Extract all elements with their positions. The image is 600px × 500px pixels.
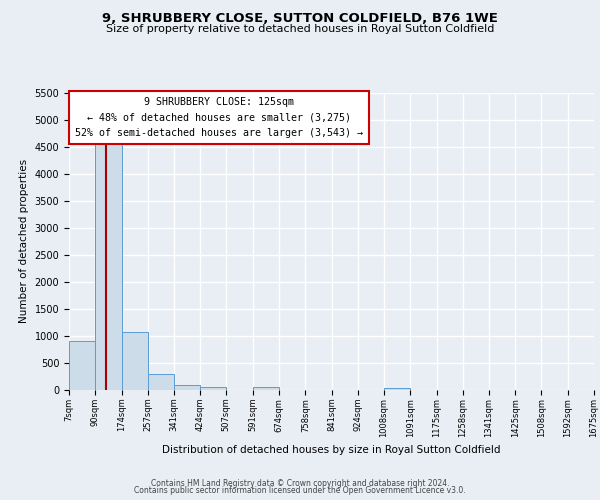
Y-axis label: Number of detached properties: Number of detached properties [19, 159, 29, 324]
Bar [253, 388, 279, 390]
Text: Contains public sector information licensed under the Open Government Licence v3: Contains public sector information licen… [134, 486, 466, 495]
Text: 9, SHRUBBERY CLOSE, SUTTON COLDFIELD, B76 1WE: 9, SHRUBBERY CLOSE, SUTTON COLDFIELD, B7… [102, 12, 498, 26]
Bar [200, 387, 226, 390]
X-axis label: Distribution of detached houses by size in Royal Sutton Coldfield: Distribution of detached houses by size … [162, 445, 501, 455]
Text: Contains HM Land Registry data © Crown copyright and database right 2024.: Contains HM Land Registry data © Crown c… [151, 478, 449, 488]
Bar [384, 388, 410, 390]
Bar [69, 342, 95, 390]
Text: Size of property relative to detached houses in Royal Sutton Coldfield: Size of property relative to detached ho… [106, 24, 494, 34]
Bar [148, 374, 174, 390]
Bar [95, 142, 122, 390]
Bar [174, 385, 200, 390]
Text: 9 SHRUBBERY CLOSE: 125sqm
← 48% of detached houses are smaller (3,275)
52% of se: 9 SHRUBBERY CLOSE: 125sqm ← 48% of detac… [74, 97, 362, 138]
Bar [122, 332, 148, 390]
